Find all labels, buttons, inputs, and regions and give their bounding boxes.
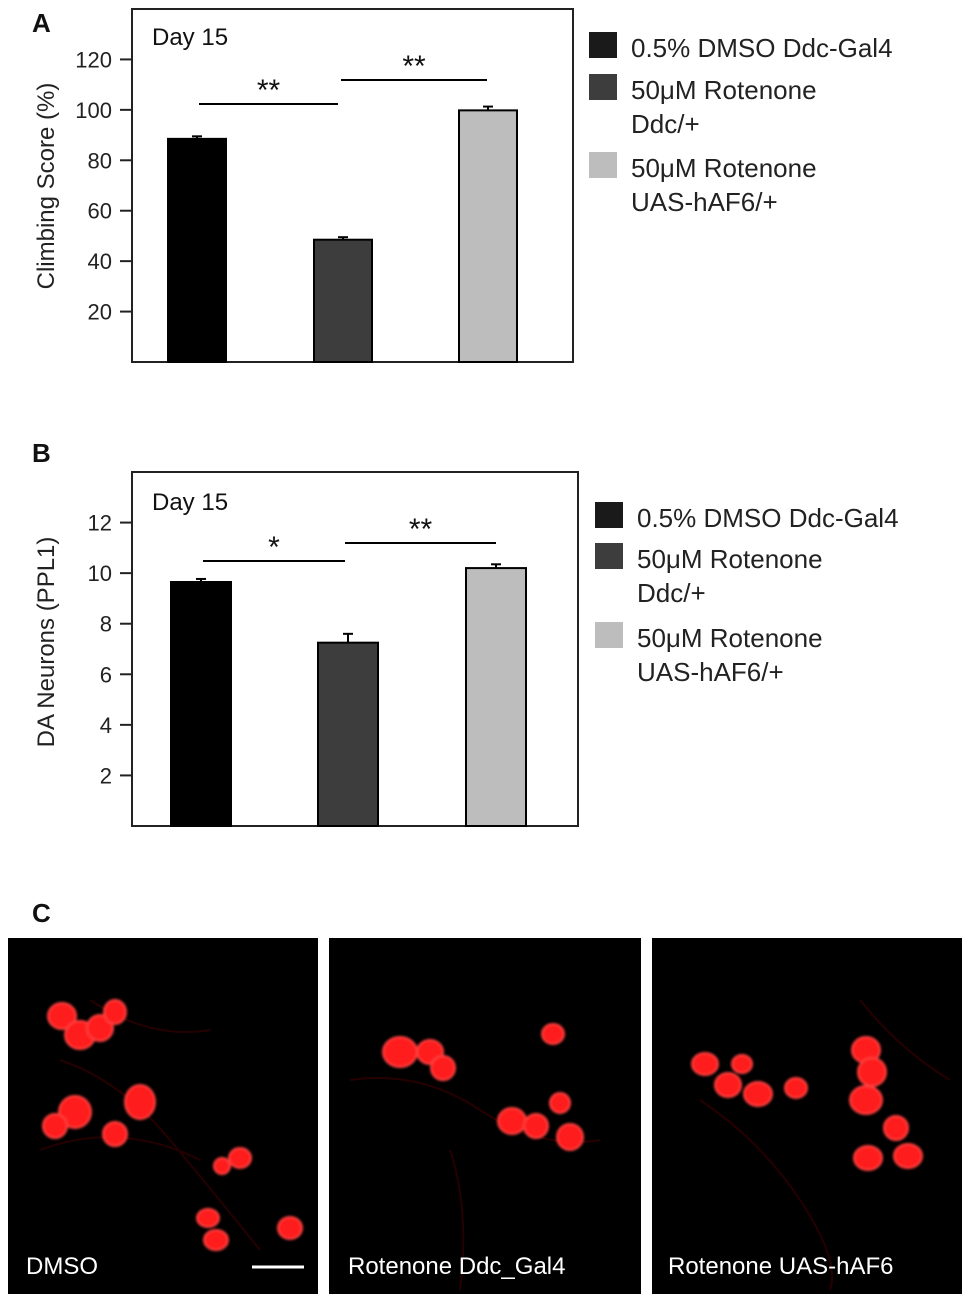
legend-swatch (589, 32, 617, 58)
legend-label-line2: UAS-hAF6/+ (631, 187, 778, 217)
chart-a-ylabel: Climbing Score (%) (33, 83, 60, 290)
legend-label: 0.5% DMSO Ddc-Gal4 (637, 503, 899, 533)
neuron-cluster (42, 999, 303, 1251)
bar (465, 567, 527, 827)
y-tick-label: 12 (88, 511, 112, 536)
legend-label: 50μM Rotenone (637, 623, 823, 653)
significance-label: * (268, 531, 280, 564)
chart-a-legend: 0.5% DMSO Ddc-Gal4 50μM Rotenone Ddc/+ 50μM… (589, 32, 893, 217)
legend-label: 50μM Rotenone (637, 544, 823, 574)
legend-label: 50μM Rotenone (631, 75, 817, 105)
micrograph-rotenone-ddc-label: Rotenone Ddc_Gal4 (348, 1253, 565, 1280)
bar (170, 580, 232, 827)
bar (458, 109, 518, 363)
bar (167, 137, 227, 363)
micrograph-rotenone-ddc: Rotenone Ddc_Gal4 (329, 938, 641, 1294)
panel-c-letter: C (32, 898, 51, 928)
y-tick-label: 120 (75, 47, 112, 72)
legend-swatch (595, 543, 623, 569)
chart-a-annotation: Day 15 (152, 24, 228, 51)
y-tick-label: 100 (75, 98, 112, 123)
legend-label-line2: Ddc/+ (637, 578, 706, 608)
bar (317, 641, 379, 828)
y-tick-label: 80 (88, 148, 112, 173)
legend-label: 0.5% DMSO Ddc-Gal4 (631, 33, 893, 63)
micrograph-dmso-label: DMSO (26, 1253, 98, 1280)
micrograph-rotenone-uas-label: Rotenone UAS-hAF6 (668, 1253, 893, 1280)
legend-swatch (589, 74, 617, 100)
chart-a-marks: 20 40 60 80 100 120 ** ** (75, 47, 518, 363)
y-tick-label: 40 (88, 249, 112, 274)
legend-swatch (595, 502, 623, 528)
y-tick-label: 10 (88, 561, 112, 586)
significance-label: ** (409, 513, 433, 546)
y-tick-label: 8 (100, 612, 112, 637)
y-tick-label: 60 (88, 199, 112, 224)
y-tick-label: 4 (100, 713, 112, 738)
neuron-cluster (382, 1023, 584, 1151)
y-tick-label: 6 (100, 662, 112, 687)
y-tick-label: 2 (100, 763, 112, 788)
chart-b-legend: 0.5% DMSO Ddc-Gal4 50μM Rotenone Ddc/+ 50μM… (595, 502, 899, 687)
y-tick-label: 20 (88, 300, 112, 325)
panel-a-letter: A (32, 8, 51, 38)
legend-label-line2: Ddc/+ (631, 109, 700, 139)
bar (313, 238, 373, 363)
micrograph-dmso: DMSO (8, 938, 318, 1294)
significance-label: ** (402, 50, 426, 83)
legend-label: 50μM Rotenone (631, 153, 817, 183)
chart-b-annotation: Day 15 (152, 489, 228, 516)
neuron-cluster (691, 1036, 923, 1171)
panel-b-letter: B (32, 438, 51, 468)
legend-swatch (589, 152, 617, 178)
micrograph-rotenone-uas: Rotenone UAS-hAF6 (652, 938, 962, 1294)
legend-label-line2: UAS-hAF6/+ (637, 657, 784, 687)
significance-label: ** (257, 74, 281, 107)
chart-b-ylabel: DA Neurons (PPL1) (33, 537, 60, 748)
legend-swatch (595, 622, 623, 648)
